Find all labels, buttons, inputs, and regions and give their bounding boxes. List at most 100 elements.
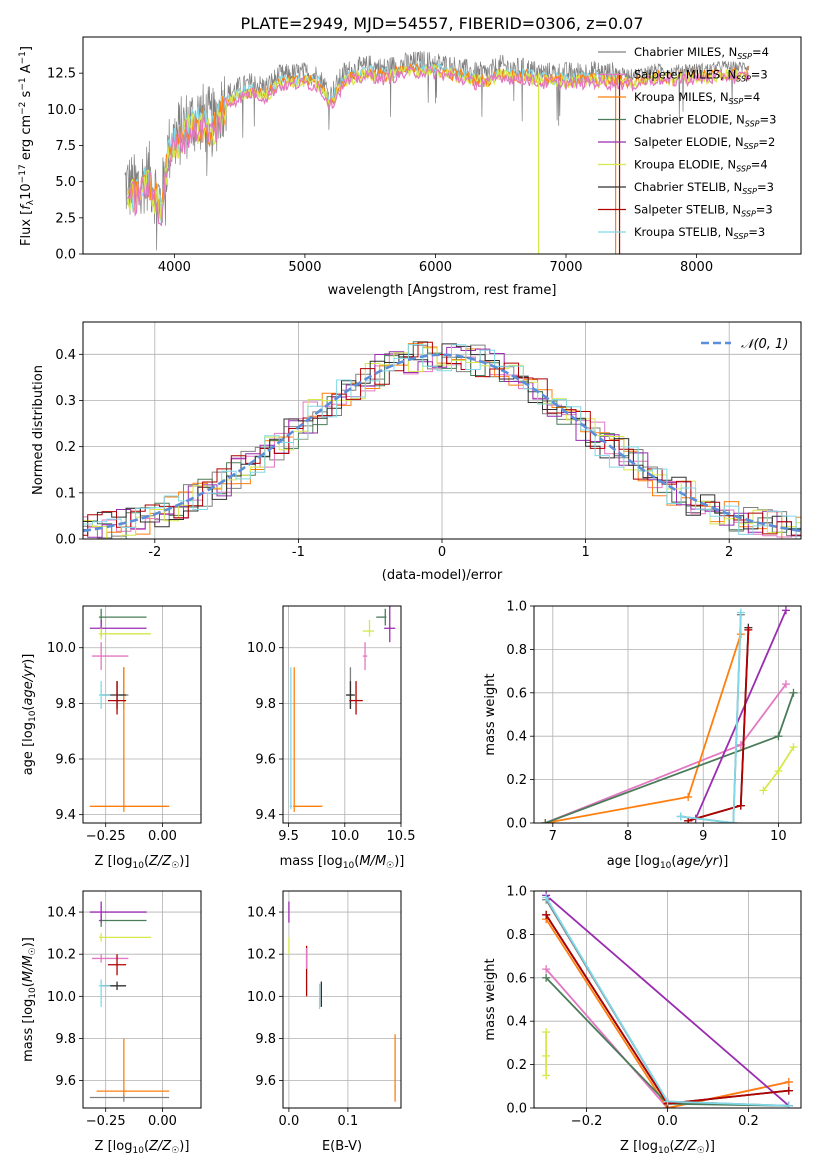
legend-text: Chabrier STELIB, N (634, 180, 742, 194)
y-tick-label: 9.6 (255, 753, 276, 768)
legend-value: =4 (751, 158, 768, 172)
spectrum-line-observed (124, 51, 750, 251)
y-axis-label: age [log10(age/yr)] (21, 654, 38, 776)
x-axis-label: Z [log10(Z/Z☉)] (95, 854, 190, 871)
label-part: )] (179, 854, 189, 869)
label-part: age/yr (676, 854, 719, 869)
label-part: erg cm (19, 115, 34, 164)
y-tick-label: 0.4 (506, 1015, 527, 1030)
label-part: s (19, 90, 34, 101)
x-tick-label: 0.00 (148, 829, 177, 844)
label-part: )] (394, 854, 404, 869)
residuals-panel: -2 -1 0 1 2 0.0 0.1 0.2 0.3 0.4 (data-model)/error… (31, 321, 802, 583)
legend-label: Salpeter ELODIE, NSSP=2 (634, 135, 775, 151)
label-part: ☉ (697, 1146, 705, 1156)
x-tick-label: 0.1 (338, 1114, 359, 1129)
y-tick-label: 0.6 (506, 686, 527, 701)
x-tick-label: 8000 (680, 260, 713, 275)
y-tick-label: 10.4 (47, 906, 76, 921)
label-part: ☉ (171, 861, 179, 871)
spectrum-line-model (126, 64, 750, 227)
label-part: 10 (28, 987, 38, 999)
y-tick-label: 0.1 (55, 486, 76, 501)
y-axis-label: Flux [fλ10−17 erg cm−2 s−1 A−1] (18, 46, 36, 246)
x-tick-label: −0.2 (571, 1114, 603, 1129)
y-tick-label: 10.0 (247, 641, 276, 656)
x-axis-label: age [log10(age/yr)] (607, 854, 729, 871)
legend-text: Kroupa ELODIE, N (634, 158, 736, 172)
y-tick-label: 0.6 (506, 971, 527, 986)
y-tick-label: 10.0 (47, 103, 76, 118)
legend-sub: SSP (742, 187, 757, 196)
x-axis-label: (data-model)/error (382, 568, 503, 583)
x-tick-label: 0.00 (148, 1114, 177, 1129)
y-tick-label: 0.0 (506, 1102, 527, 1117)
y-tick-label: 9.8 (255, 697, 276, 712)
label-part: −17 (18, 164, 28, 183)
y-tick-label: 10.0 (47, 990, 76, 1005)
figure-title: PLATE=2949, MJD=54557, FIBERID=0306, z=0… (240, 14, 643, 33)
label-part: Z [log (620, 1139, 658, 1154)
label-part: ( (144, 1139, 149, 1154)
x-tick-label: −0.25 (86, 829, 126, 844)
legend-sub: SSP (734, 232, 749, 241)
legend-text: Salpeter ELODIE, N (634, 135, 744, 149)
label-part: ( (354, 854, 359, 869)
label-part: 10 (658, 1146, 670, 1156)
x-tick-label: 9 (699, 829, 707, 844)
legend-value: =3 (760, 113, 777, 127)
label-part: f (19, 203, 34, 210)
label-part: Z/Z (148, 854, 172, 869)
x-tick-label: 10 (770, 829, 787, 844)
label-part: (data-model)/error (382, 568, 503, 583)
legend-text: Salpeter MILES, N (634, 68, 736, 82)
axes-frame (82, 890, 202, 1109)
legend-sub: SSP (736, 75, 751, 84)
age-vs-mass-panel: 9.5 10.0 10.5 9.4 9.6 9.8 10.0 mass [log10(M/M☉… (247, 605, 415, 871)
label-part: )] (21, 937, 36, 947)
histogram-8 (83, 344, 801, 539)
x-tick-label: 1 (581, 545, 589, 560)
label-part: )] (179, 1139, 189, 1154)
label-part: −1 (18, 51, 28, 64)
weight-vs-Z-panel: −0.2 0.0 0.2 0.0 0.2 0.4 0.6 0.8 1.0 Z [log10(Z/Z… (483, 885, 802, 1156)
x-axis-label: mass [log10(M/M☉)] (280, 854, 405, 871)
label-part: 10 (132, 1146, 144, 1156)
legend-label: Kroupa STELIB, NSSP=3 (634, 225, 765, 241)
errorbars (288, 901, 396, 1102)
label-part: Z/Z (674, 1139, 698, 1154)
y-tick-label: 10.4 (247, 906, 276, 921)
x-tick-label: 4000 (158, 260, 191, 275)
y-tick-label: 0.2 (506, 773, 527, 788)
y-axis-label: mass weight (483, 673, 498, 755)
label-part: Z [log (95, 1139, 133, 1154)
spectrum-lines (124, 51, 750, 254)
y-tick-label: 0.4 (55, 348, 76, 363)
x-tick-label: 8 (624, 829, 632, 844)
legend-value: =4 (752, 45, 769, 59)
legend-label: Kroupa MILES, NSSP=4 (634, 90, 760, 106)
y-tick-label: 7.5 (55, 139, 76, 154)
y-tick-label: 12.5 (47, 67, 76, 82)
legend-text: Kroupa STELIB, N (634, 225, 734, 239)
label-part: )] (718, 854, 728, 869)
y-axis-label: Normed distribution (31, 365, 46, 495)
label-part: ☉ (171, 1146, 179, 1156)
x-tick-label: 0.2 (738, 1114, 759, 1129)
label-part: ( (144, 854, 149, 869)
label-part: wavelength [Angstrom, rest frame] (328, 283, 557, 298)
legend-text: Chabrier ELODIE, N (634, 113, 745, 127)
legend-value: =3 (757, 180, 774, 194)
label-part: ( (671, 854, 676, 869)
legend-sub: SSP (744, 142, 759, 151)
mass-vs-Z-panel: −0.25 0.009.69.810.010.210.4Z [log10(Z/Z☉… (21, 890, 202, 1156)
x-tick-label: 0.0 (657, 1114, 678, 1129)
normal-curve (83, 353, 801, 533)
label-part: ☉ (28, 947, 38, 955)
x-axis-label: Z [log10(Z/Z☉)] (95, 1139, 190, 1156)
legend-label: Salpeter MILES, NSSP=3 (634, 68, 768, 84)
weight-lines (541, 606, 798, 823)
y-axis-label: mass weight (483, 958, 498, 1040)
spectrum-panel: 4000 5000 6000 7000 8000 0.0 2.5 5.0 7.5 10.0 12.5… (18, 36, 802, 298)
